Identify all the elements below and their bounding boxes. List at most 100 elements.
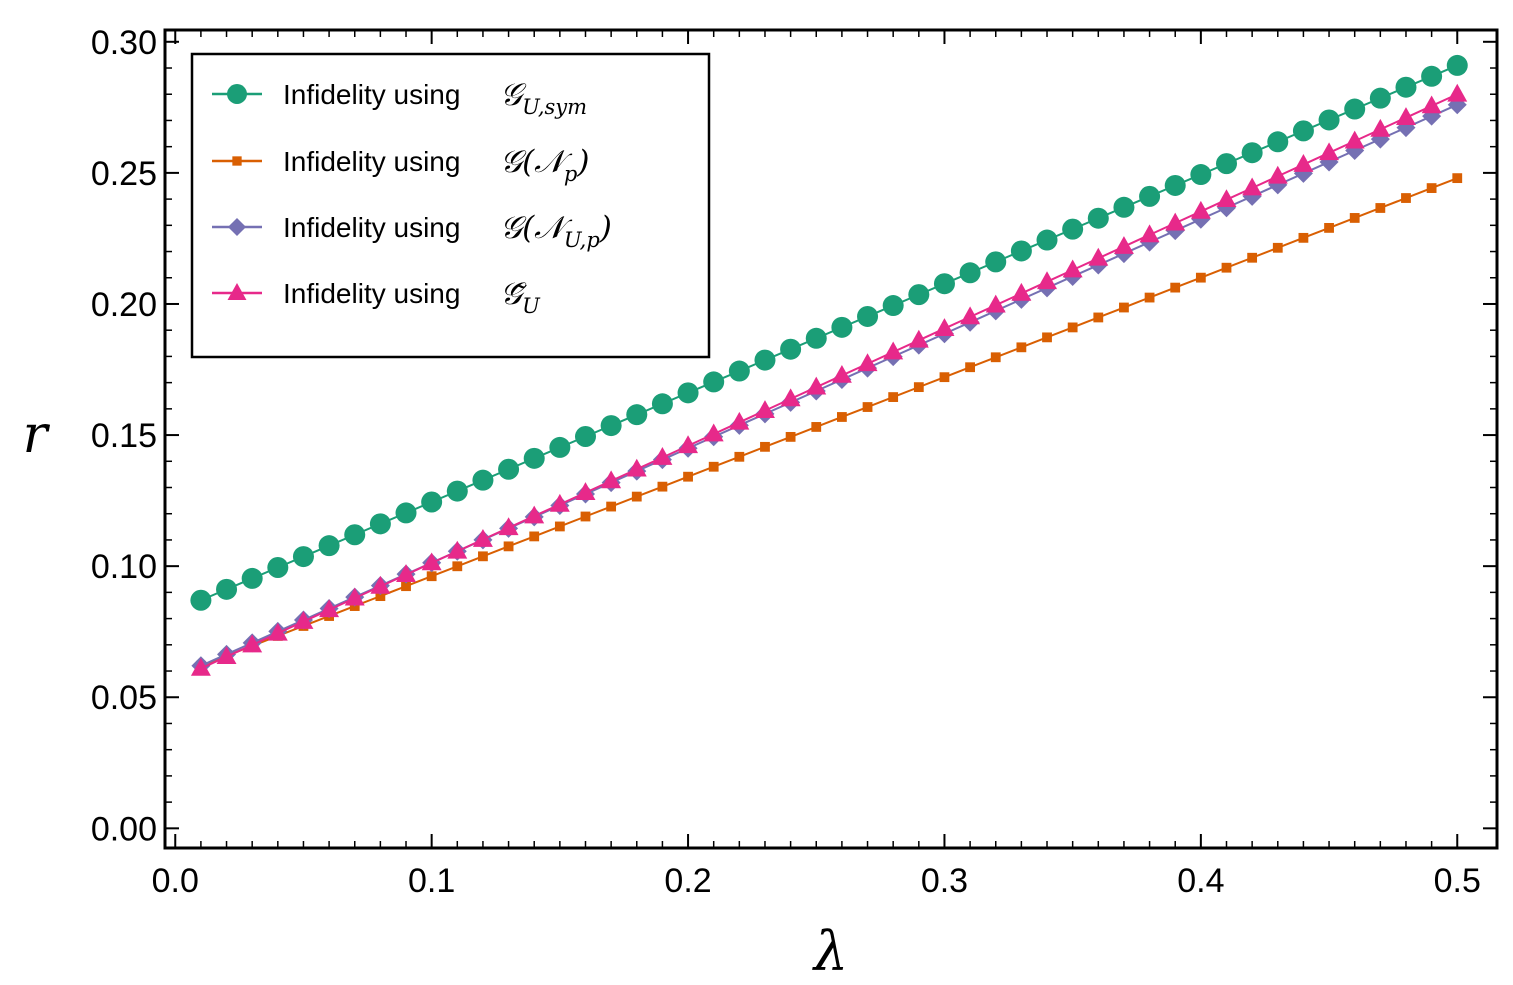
data-point <box>888 392 899 402</box>
legend-entry: Infidelity using 𝒢(𝒩U,p) <box>212 210 612 252</box>
data-point <box>498 517 519 536</box>
y-tick-label: 0.25 <box>91 155 157 193</box>
data-point <box>678 435 699 454</box>
data-point <box>683 471 693 482</box>
legend-label: Infidelity using <box>283 212 460 243</box>
data-point <box>1164 174 1186 196</box>
y-tick-label: 0.30 <box>91 24 157 62</box>
data-point <box>939 372 950 383</box>
data-point <box>426 571 437 582</box>
data-point <box>626 404 648 426</box>
data-point <box>1195 272 1206 283</box>
data-point <box>293 611 314 629</box>
data-point <box>729 411 750 430</box>
data-point <box>1215 153 1237 175</box>
data-point <box>965 362 975 373</box>
data-point <box>1011 282 1032 301</box>
data-point <box>1267 131 1289 153</box>
y-tick-label: 0.00 <box>91 810 157 848</box>
data-point <box>831 364 852 383</box>
x-axis-label: λ <box>812 920 848 983</box>
data-point <box>580 511 591 522</box>
data-point <box>1119 302 1129 313</box>
data-point <box>960 306 981 325</box>
data-point <box>319 599 340 618</box>
data-point <box>549 436 571 458</box>
data-point <box>1190 164 1212 186</box>
data-point <box>1067 322 1078 333</box>
data-point <box>529 531 540 542</box>
data-point <box>785 431 796 442</box>
legend-marker <box>232 156 242 166</box>
data-point <box>1370 118 1391 137</box>
data-point <box>754 349 776 371</box>
data-point <box>831 316 853 338</box>
data-point <box>1087 207 1109 229</box>
series-circle <box>190 54 1468 611</box>
data-point <box>1452 173 1463 184</box>
data-point <box>990 352 1001 363</box>
data-point <box>318 535 340 557</box>
data-point <box>472 469 494 491</box>
data-point <box>1447 83 1468 102</box>
data-point <box>421 491 443 513</box>
data-point <box>1267 165 1288 184</box>
data-point <box>755 400 775 418</box>
data-point <box>631 491 642 502</box>
data-point <box>1344 98 1366 120</box>
data-point <box>708 461 719 472</box>
data-point <box>452 561 463 572</box>
data-point <box>1324 222 1334 233</box>
data-point <box>1093 312 1104 323</box>
data-point <box>1272 242 1283 253</box>
legend-marker <box>227 84 247 104</box>
data-point <box>703 423 724 442</box>
data-point <box>857 305 879 327</box>
data-point <box>1036 229 1058 251</box>
data-point <box>344 524 366 546</box>
data-point <box>1395 76 1417 98</box>
data-point <box>934 318 955 336</box>
data-point <box>1292 120 1314 142</box>
data-point <box>1016 342 1027 353</box>
data-point <box>1421 65 1443 87</box>
data-point <box>882 295 904 317</box>
data-point <box>446 480 468 502</box>
data-point <box>1088 247 1109 266</box>
data-point <box>857 353 878 372</box>
data-point <box>734 451 745 462</box>
data-point <box>447 540 468 559</box>
data-point <box>883 341 904 360</box>
data-point <box>1062 218 1084 240</box>
data-point <box>1375 203 1386 213</box>
data-point <box>836 412 847 422</box>
data-point <box>805 327 827 349</box>
y-tick-label: 0.20 <box>91 286 157 324</box>
data-point <box>292 546 314 568</box>
x-tick-label: 0.0 <box>152 862 199 900</box>
data-point <box>267 622 288 641</box>
y-axis-label: r <box>23 405 51 465</box>
data-point <box>862 402 873 412</box>
data-point <box>1190 200 1211 219</box>
data-point <box>703 371 725 393</box>
data-point <box>1010 240 1032 262</box>
data-point <box>1421 95 1442 114</box>
data-point <box>1042 332 1052 343</box>
data-point <box>760 441 770 452</box>
data-point <box>190 589 212 611</box>
x-tick-label: 0.2 <box>664 862 711 900</box>
data-point <box>574 426 596 448</box>
data-point <box>1318 109 1340 131</box>
data-point <box>478 551 488 562</box>
data-point <box>524 505 545 524</box>
data-point <box>780 338 802 360</box>
y-tick-label: 0.10 <box>91 548 157 586</box>
data-point <box>1139 224 1160 243</box>
data-point <box>1113 236 1134 254</box>
data-point <box>401 581 411 592</box>
data-point <box>1446 54 1468 76</box>
data-point <box>242 634 263 653</box>
data-point <box>606 501 617 512</box>
